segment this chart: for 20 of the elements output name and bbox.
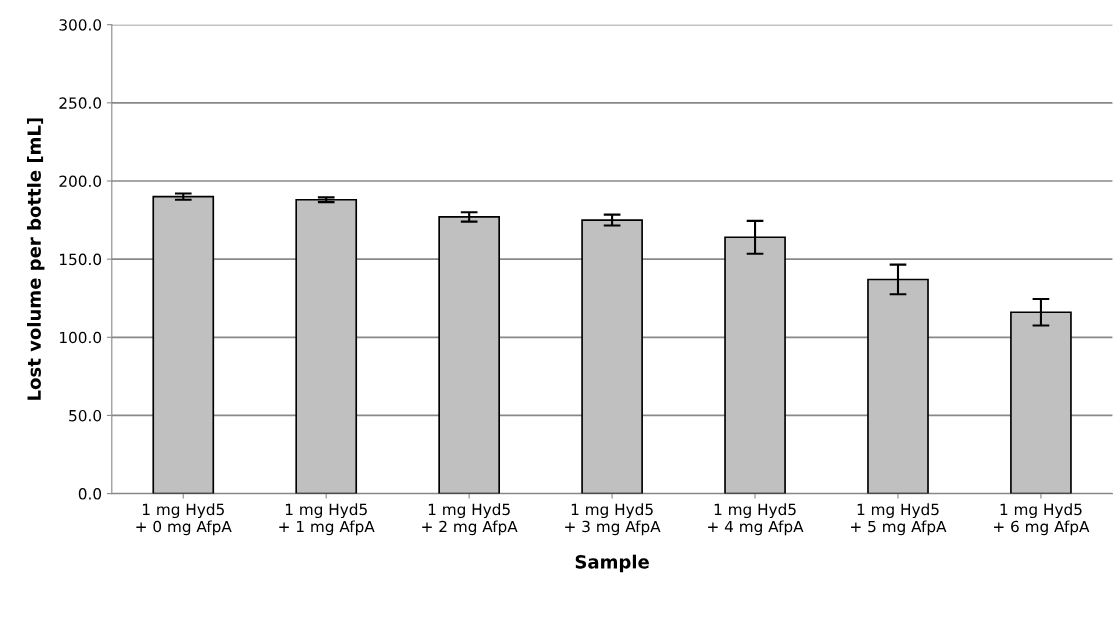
x-axis-title: Sample <box>575 554 649 573</box>
y-axis-title: Lost volume per bottle [mL] <box>26 118 45 400</box>
bar <box>295 198 358 494</box>
y-tick-label: 100.0 <box>60 331 102 344</box>
y-tick-label: 150.0 <box>60 253 102 266</box>
bar <box>438 216 501 494</box>
x-tick-label: 1 mg Hyd5 + 2 mg AfpA <box>422 503 518 536</box>
x-tick-label: 1 mg Hyd5 + 1 mg AfpA <box>279 503 375 536</box>
y-tick-label: 300.0 <box>59 19 102 31</box>
bar <box>152 195 215 494</box>
y-tick-label: 200.0 <box>59 175 102 188</box>
x-tick-label: 1 mg Hyd5 + 4 mg AfpA <box>708 503 804 536</box>
y-tick-label: 0.0 <box>78 488 102 500</box>
x-tick-label: 1 mg Hyd5 + 6 mg AfpA <box>994 503 1090 536</box>
x-tick-label: 1 mg Hyd5 + 3 mg AfpA <box>565 503 661 536</box>
x-tick-label: 1 mg Hyd5 + 0 mg AfpA <box>136 503 232 536</box>
bar <box>581 219 643 494</box>
y-tick-label: 250.0 <box>59 97 102 109</box>
x-tick-label: 1 mg Hyd5 + 5 mg AfpA <box>851 503 947 536</box>
y-tick-label: 50.0 <box>69 409 102 422</box>
